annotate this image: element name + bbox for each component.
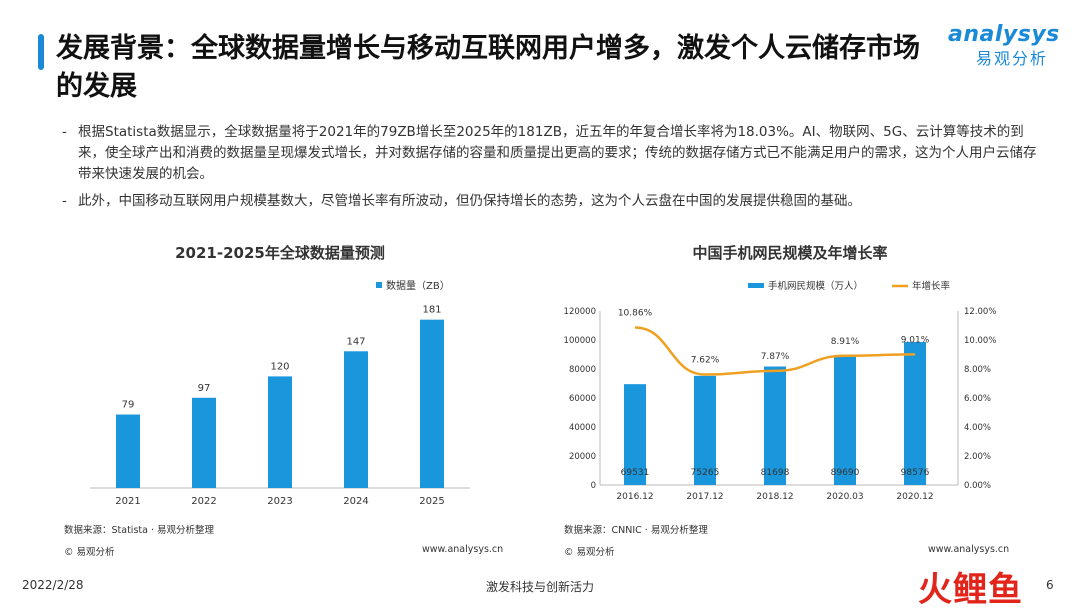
bullet-item: - 根据Statista数据显示，全球数据量将于2021年的79ZB增长至2025… (62, 124, 1037, 182)
line-data-label: 7.87% (761, 352, 790, 362)
data-label: 79 (122, 400, 135, 411)
global-data-bar-chart: 数据量（ZB） 79 2021 97 2022 120 2023 147 2024 181 2025 (90, 279, 470, 507)
y2-tick-label: 2.00% (964, 452, 991, 462)
y-tick-label: 80000 (569, 365, 596, 375)
line-data-label: 8.91% (831, 337, 860, 347)
line-data-label: 10.86% (618, 309, 653, 319)
x-tick-label: 2016.12 (616, 492, 653, 502)
y2-tick-label: 8.00% (964, 365, 991, 375)
y2-tick-label: 6.00% (964, 394, 991, 404)
x-tick-label: 2021 (115, 496, 140, 507)
bar-data-label: 69531 (621, 468, 650, 478)
copyright: © 易观分析 (564, 547, 615, 558)
x-tick-label: 2020.03 (826, 492, 863, 502)
website: www.analysys.cn (928, 544, 1010, 555)
x-tick-label: 2023 (267, 496, 292, 507)
footer-slogan: 激发科技与创新活力 (485, 580, 594, 594)
y-tick-label: 100000 (564, 336, 596, 346)
bar (192, 397, 216, 488)
bar (694, 375, 716, 485)
logo-chinese: 易观分析 (976, 49, 1049, 68)
line-data-label: 7.62% (691, 356, 720, 366)
bar (624, 384, 646, 485)
mobile-users-combo-chart: 手机网民规模（万人） 年增长率 0 20000 40000 60000 80000 10000… (564, 280, 997, 502)
bar (268, 376, 292, 488)
y2-tick-label: 4.00% (964, 423, 991, 433)
y-tick-label: 40000 (569, 423, 596, 433)
y-tick-label: 20000 (569, 452, 596, 462)
bar (904, 342, 926, 485)
mobile-users-chart: 中国手机网民规模及年增长率 手机网民规模（万人） 年增长率 0 20000 40000 6… (540, 232, 1040, 562)
website: www.analysys.cn (422, 544, 504, 555)
x-tick-label: 2024 (343, 496, 368, 507)
y2-tick-label: 10.00% (964, 336, 996, 346)
page-title: 发展背景：全球数据量增长与移动互联网用户增多，激发个人云储存市场的发展 (56, 33, 920, 102)
bullet-text: 根据Statista数据显示，全球数据量将于2021年的79ZB增长至2025年… (78, 124, 1037, 182)
bar (116, 414, 140, 488)
legend-label: 年增长率 (912, 280, 951, 292)
bar-data-label: 98576 (901, 468, 930, 478)
data-label: 120 (270, 361, 289, 372)
y2-tick-label: 0.00% (964, 481, 991, 491)
legend-label: 手机网民规模（万人） (768, 280, 863, 292)
data-label: 181 (422, 305, 441, 316)
bar (834, 354, 856, 485)
data-label: 147 (346, 336, 365, 347)
y2-tick-label: 12.00% (964, 307, 996, 317)
analysys-logo: analysys 易观分析 (948, 22, 1068, 82)
logo-english: analysys (948, 22, 1060, 47)
y-tick-label: 0 (591, 481, 596, 491)
x-tick-label: 2022 (191, 496, 216, 507)
bullet-list: - 根据Statista数据显示，全球数据量将于2021年的79ZB增长至2025… (62, 122, 1037, 218)
global-data-chart: 2021-2025年全球数据量预测 数据量（ZB） 79 2021 97 2022 120… (40, 232, 520, 562)
line-data-label: 9.01% (901, 335, 930, 345)
growth-rate-line (634, 326, 916, 376)
bar-data-label: 81698 (761, 468, 790, 478)
bullet-text: 此外，中国移动互联网用户规模基数大，尽管增长率有所波动，但仍保持增长的态势，这为… (78, 193, 861, 209)
title-accent-bar (38, 34, 44, 70)
chart-title: 中国手机网民规模及年增长率 (692, 244, 888, 262)
page-number: 6 (1046, 578, 1054, 592)
bar (764, 366, 786, 485)
x-tick-label: 2020.12 (896, 492, 933, 502)
x-tick-label: 2018.12 (756, 492, 793, 502)
chart-source: 数据来源：CNNIC · 易观分析整理 (564, 525, 708, 536)
y-tick-label: 60000 (569, 394, 596, 404)
chart-source: 数据来源：Statista · 易观分析整理 (64, 525, 214, 536)
copyright: © 易观分析 (64, 547, 115, 558)
bar (344, 351, 368, 488)
legend-swatch (748, 283, 764, 288)
legend-label: 数据量（ZB） (386, 279, 450, 292)
bar (420, 319, 444, 488)
data-label: 97 (198, 383, 211, 394)
chart-title: 2021-2025年全球数据量预测 (175, 244, 385, 262)
x-tick-label: 2017.12 (686, 492, 723, 502)
y-tick-label: 120000 (564, 307, 596, 317)
brand-watermark-logo: 火鲤鱼 (918, 570, 1023, 610)
x-tick-label: 2025 (419, 496, 444, 507)
bar-data-label: 75265 (691, 468, 720, 478)
legend-swatch (376, 282, 382, 288)
footer-date: 2022/2/28 (22, 578, 84, 592)
bullet-item: - 此外，中国移动互联网用户规模基数大，尽管增长率有所波动，但仍保持增长的态势，这… (62, 193, 861, 209)
bar-data-label: 89690 (831, 468, 860, 478)
